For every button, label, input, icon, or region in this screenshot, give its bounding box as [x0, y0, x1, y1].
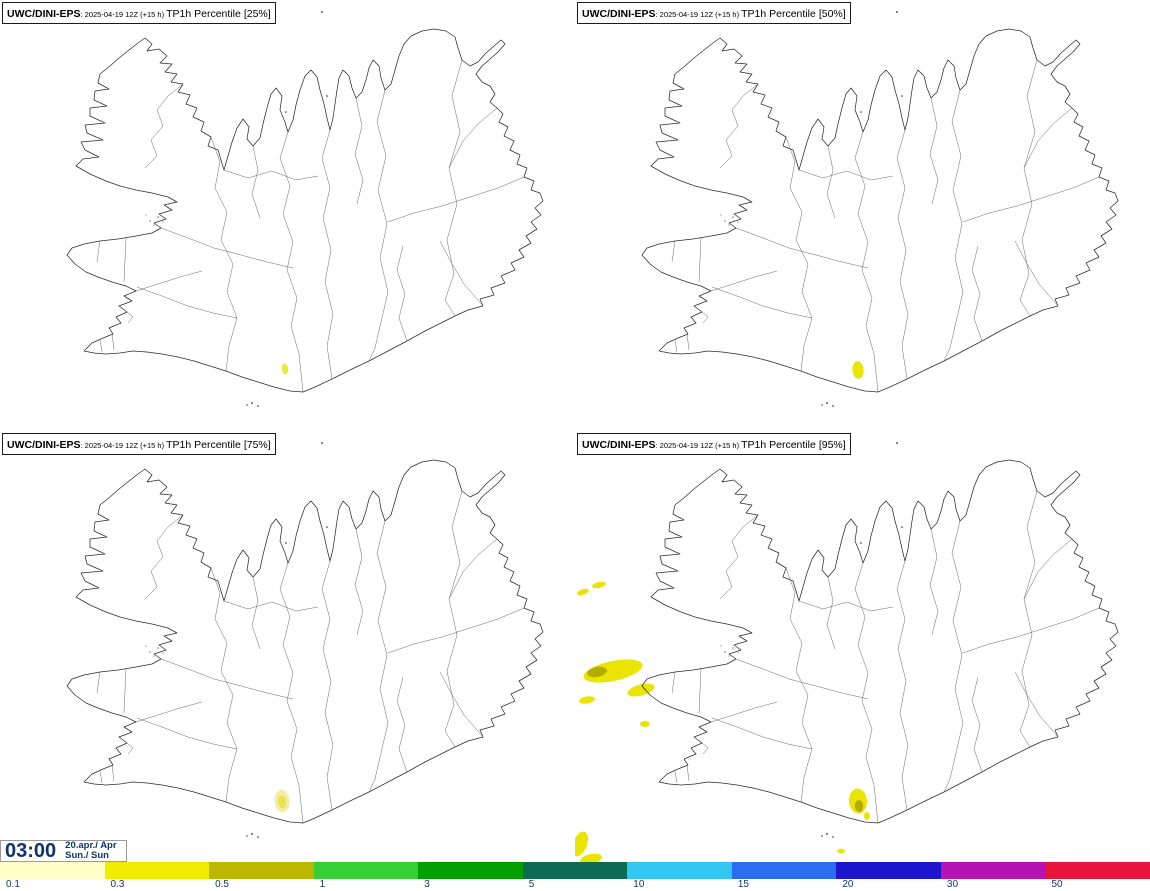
panel-title: UWC/DINI-EPS: 2025-04-19 12Z (+15 h) TP1h… — [577, 433, 851, 455]
colorbar-tick-label: 10 — [633, 879, 645, 890]
precip-area — [577, 588, 589, 596]
percentile-label: [25%] — [243, 8, 271, 20]
colorbar-tick-label: 3 — [424, 879, 430, 890]
precip-area — [852, 361, 864, 379]
precip-area — [587, 666, 607, 678]
colorbar-segments — [0, 862, 1150, 879]
panel-title: UWC/DINI-EPS: 2025-04-19 12Z (+15 h) TP1h… — [2, 433, 276, 455]
model-name: UWC/DINI-EPS — [582, 439, 656, 451]
precip-area — [864, 812, 870, 820]
precip-area — [854, 800, 864, 812]
precip-area — [575, 831, 589, 857]
precip-area — [579, 696, 595, 704]
model-name: UWC/DINI-EPS — [7, 439, 81, 451]
precip-area — [627, 683, 655, 697]
precip-blobs — [281, 363, 289, 375]
precip-area — [837, 848, 845, 854]
colorbar-tick-label: 1 — [319, 879, 326, 890]
colorbar-segment — [313, 862, 419, 879]
precip-blobs — [575, 581, 870, 862]
colorbar-segment — [836, 862, 941, 879]
percentile-label: [50%] — [818, 8, 846, 20]
percentile-label: [95%] — [818, 439, 846, 451]
colorbar-segment — [418, 862, 523, 879]
model-name: UWC/DINI-EPS — [582, 8, 656, 20]
colorbar-segment — [209, 862, 314, 879]
colorbar-tick-label: 0.5 — [215, 879, 229, 890]
panel-title: UWC/DINI-EPS: 2025-04-19 12Z (+15 h) TP1h… — [2, 2, 276, 24]
colorbar-segment — [1045, 862, 1150, 879]
colorbar-tick-label: 20 — [842, 879, 854, 890]
precip-blobs — [852, 361, 864, 379]
percentile-label: [75%] — [243, 439, 271, 451]
colorbar-tick-labels: 0.1 0.3 0.5 1 3 5 10 15 20 30 50 — [0, 879, 1150, 891]
iceland-map — [66, 10, 544, 408]
colorbar-segment — [522, 862, 628, 879]
colorbar-tick-label: 5 — [528, 879, 535, 890]
model-name: UWC/DINI-EPS — [7, 8, 81, 20]
colorbar-tick-label: 50 — [1051, 879, 1063, 890]
run-info: : 2025-04-19 12Z (+15 h) — [655, 10, 740, 19]
colorbar-tick-label: 15 — [737, 879, 749, 890]
panel-percentile-50: UWC/DINI-EPS: 2025-04-19 12Z (+15 h) TP1h… — [575, 0, 1150, 431]
panel-title: UWC/DINI-EPS: 2025-04-19 12Z (+15 h) TP1h… — [577, 2, 851, 24]
panel-percentile-75: UWC/DINI-EPS: 2025-04-19 12Z (+15 h) TP1h… — [0, 431, 575, 862]
colorbar-tick-label: 0.1 — [6, 879, 20, 890]
precip-blobs — [274, 789, 290, 813]
valid-time: 03:00 — [5, 840, 57, 862]
colorbar-segment — [627, 862, 732, 879]
run-info: : 2025-04-19 12Z (+15 h) — [80, 10, 165, 19]
colorbar-segment — [104, 862, 210, 879]
panel-percentile-25: UWC/DINI-EPS: 2025-04-19 12Z (+15 h) TP1h… — [0, 0, 575, 431]
precip-area — [281, 363, 289, 375]
colorbar-tick-label: 0.3 — [110, 879, 125, 890]
panel-percentile-95: UWC/DINI-EPS: 2025-04-19 12Z (+15 h) TP1h… — [575, 431, 1150, 862]
product-name: TP1h Percentile — [166, 439, 241, 451]
colorbar-segment — [731, 862, 837, 879]
run-info: : 2025-04-19 12Z (+15 h) — [655, 441, 740, 450]
valid-date: 20.apr./ Apr Sun./ Sun — [65, 839, 117, 862]
iceland-map — [66, 441, 544, 839]
precip-area — [580, 853, 602, 862]
product-name: TP1h Percentile — [741, 8, 816, 20]
precip-area — [592, 581, 606, 589]
valid-date-line1: 20.apr./ Apr — [65, 839, 117, 851]
iceland-map — [641, 10, 1119, 408]
run-info: : 2025-04-19 12Z (+15 h) — [80, 441, 165, 450]
map-grid: UWC/DINI-EPS: 2025-04-19 12Z (+15 h) TP1h… — [0, 0, 1150, 862]
precip-area — [277, 795, 287, 809]
colorbar-segment — [940, 862, 1046, 879]
product-name: TP1h Percentile — [166, 8, 241, 20]
valid-date-line2: Sun./ Sun — [65, 850, 109, 861]
colorbar-segment — [0, 862, 105, 879]
precip-area — [640, 721, 650, 727]
valid-time-box: 03:00 20.apr./ Apr Sun./ Sun — [0, 840, 127, 862]
iceland-map — [575, 441, 1119, 862]
product-name: TP1h Percentile — [741, 439, 816, 451]
colorbar-tick-label: 30 — [946, 879, 959, 890]
